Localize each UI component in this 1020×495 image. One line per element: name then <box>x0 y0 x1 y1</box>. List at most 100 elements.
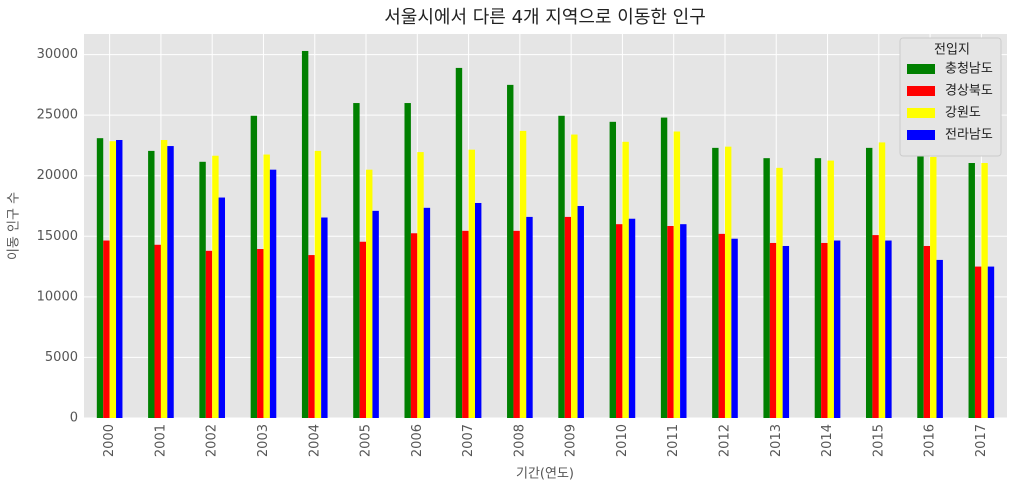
legend-swatch <box>907 86 935 96</box>
bar <box>269 169 277 418</box>
bar <box>968 163 975 418</box>
bar <box>673 131 681 418</box>
bar <box>622 141 629 418</box>
bar <box>519 130 527 419</box>
bar <box>410 233 418 418</box>
bar <box>96 138 104 419</box>
bar <box>923 245 931 418</box>
bar <box>148 150 155 418</box>
bar <box>301 50 309 419</box>
bar <box>821 242 828 418</box>
bar <box>359 241 367 418</box>
legend-swatch <box>907 130 935 140</box>
x-tick-label: 2015 <box>871 424 886 457</box>
bar <box>205 250 213 418</box>
x-tick-label: 2001 <box>153 424 168 457</box>
bar <box>468 149 475 418</box>
x-tick-label: 2002 <box>205 424 220 457</box>
x-tick-label: 2014 <box>820 424 835 457</box>
y-tick-label: 15000 <box>37 229 78 244</box>
bar <box>257 249 264 418</box>
bar <box>814 158 822 418</box>
bar <box>763 158 770 418</box>
bar <box>321 217 328 418</box>
bar <box>987 266 995 418</box>
y-axis-label: 이동 인구 수 <box>7 192 22 260</box>
bar <box>872 235 879 418</box>
bar <box>571 134 578 418</box>
x-tick-label: 2008 <box>512 424 527 457</box>
bar <box>776 167 783 418</box>
legend-swatch <box>907 64 935 74</box>
bar <box>404 103 411 419</box>
bar <box>833 240 841 418</box>
bar <box>109 141 117 418</box>
bar <box>981 163 988 418</box>
bar <box>558 115 565 418</box>
bar <box>513 230 520 418</box>
bar <box>718 233 725 418</box>
bar <box>103 240 110 418</box>
x-tick-label: 2011 <box>666 424 681 457</box>
chart-title: 서울시에서 다른 4개 지역으로 이동한 인구 <box>384 7 706 28</box>
legend-swatch <box>907 108 935 118</box>
x-axis-label: 기간(연도) <box>516 467 574 482</box>
bar <box>160 139 168 418</box>
bar <box>577 206 584 418</box>
legend-label: 경상북도 <box>945 84 993 99</box>
bar <box>609 121 617 419</box>
legend-label: 전라남도 <box>945 128 993 143</box>
bar <box>712 147 719 419</box>
bar <box>218 197 226 418</box>
legend-label: 충청남도 <box>945 62 993 77</box>
bar <box>865 147 873 419</box>
bar <box>628 218 636 418</box>
bar <box>930 156 937 418</box>
x-tick-label: 2012 <box>717 424 732 457</box>
bar <box>212 155 219 418</box>
legend-title: 전입지 <box>934 43 970 58</box>
x-tick-label: 2009 <box>564 424 579 457</box>
bar <box>936 259 943 418</box>
bar <box>353 103 360 419</box>
x-tick-label: 2000 <box>102 424 117 457</box>
x-tick-label: 2010 <box>615 424 630 457</box>
bar <box>724 146 732 418</box>
x-tick-label: 2004 <box>307 424 322 457</box>
bar <box>199 161 206 419</box>
bar <box>564 216 572 418</box>
x-tick-label: 2005 <box>359 424 374 457</box>
bar <box>263 154 270 418</box>
bar <box>154 244 161 418</box>
bar <box>462 230 469 418</box>
bar <box>917 154 924 418</box>
bar <box>667 226 674 418</box>
bar <box>314 150 322 418</box>
bar <box>769 242 777 418</box>
bar <box>455 67 463 419</box>
bar <box>974 266 982 418</box>
plot-area <box>84 34 1007 418</box>
x-tick-label: 2003 <box>256 424 271 457</box>
bar <box>827 160 834 419</box>
bar <box>372 210 379 418</box>
legend-label: 강원도 <box>945 106 981 121</box>
bar <box>526 216 533 418</box>
bar <box>366 169 373 418</box>
y-tick-label: 25000 <box>37 108 78 123</box>
y-tick-label: 0 <box>70 411 78 426</box>
bar <box>731 238 738 418</box>
x-tick-label: 2017 <box>974 424 989 457</box>
bar <box>878 142 886 419</box>
bar <box>423 207 431 418</box>
y-tick-label: 30000 <box>37 47 78 62</box>
x-tick-label: 2006 <box>410 424 425 457</box>
bar <box>417 152 424 419</box>
bar <box>616 224 623 418</box>
bar <box>507 84 514 419</box>
bar <box>885 240 892 418</box>
bar <box>250 115 258 418</box>
bar <box>167 146 174 418</box>
x-tick-label: 2013 <box>769 424 784 457</box>
y-tick-label: 5000 <box>45 350 78 365</box>
